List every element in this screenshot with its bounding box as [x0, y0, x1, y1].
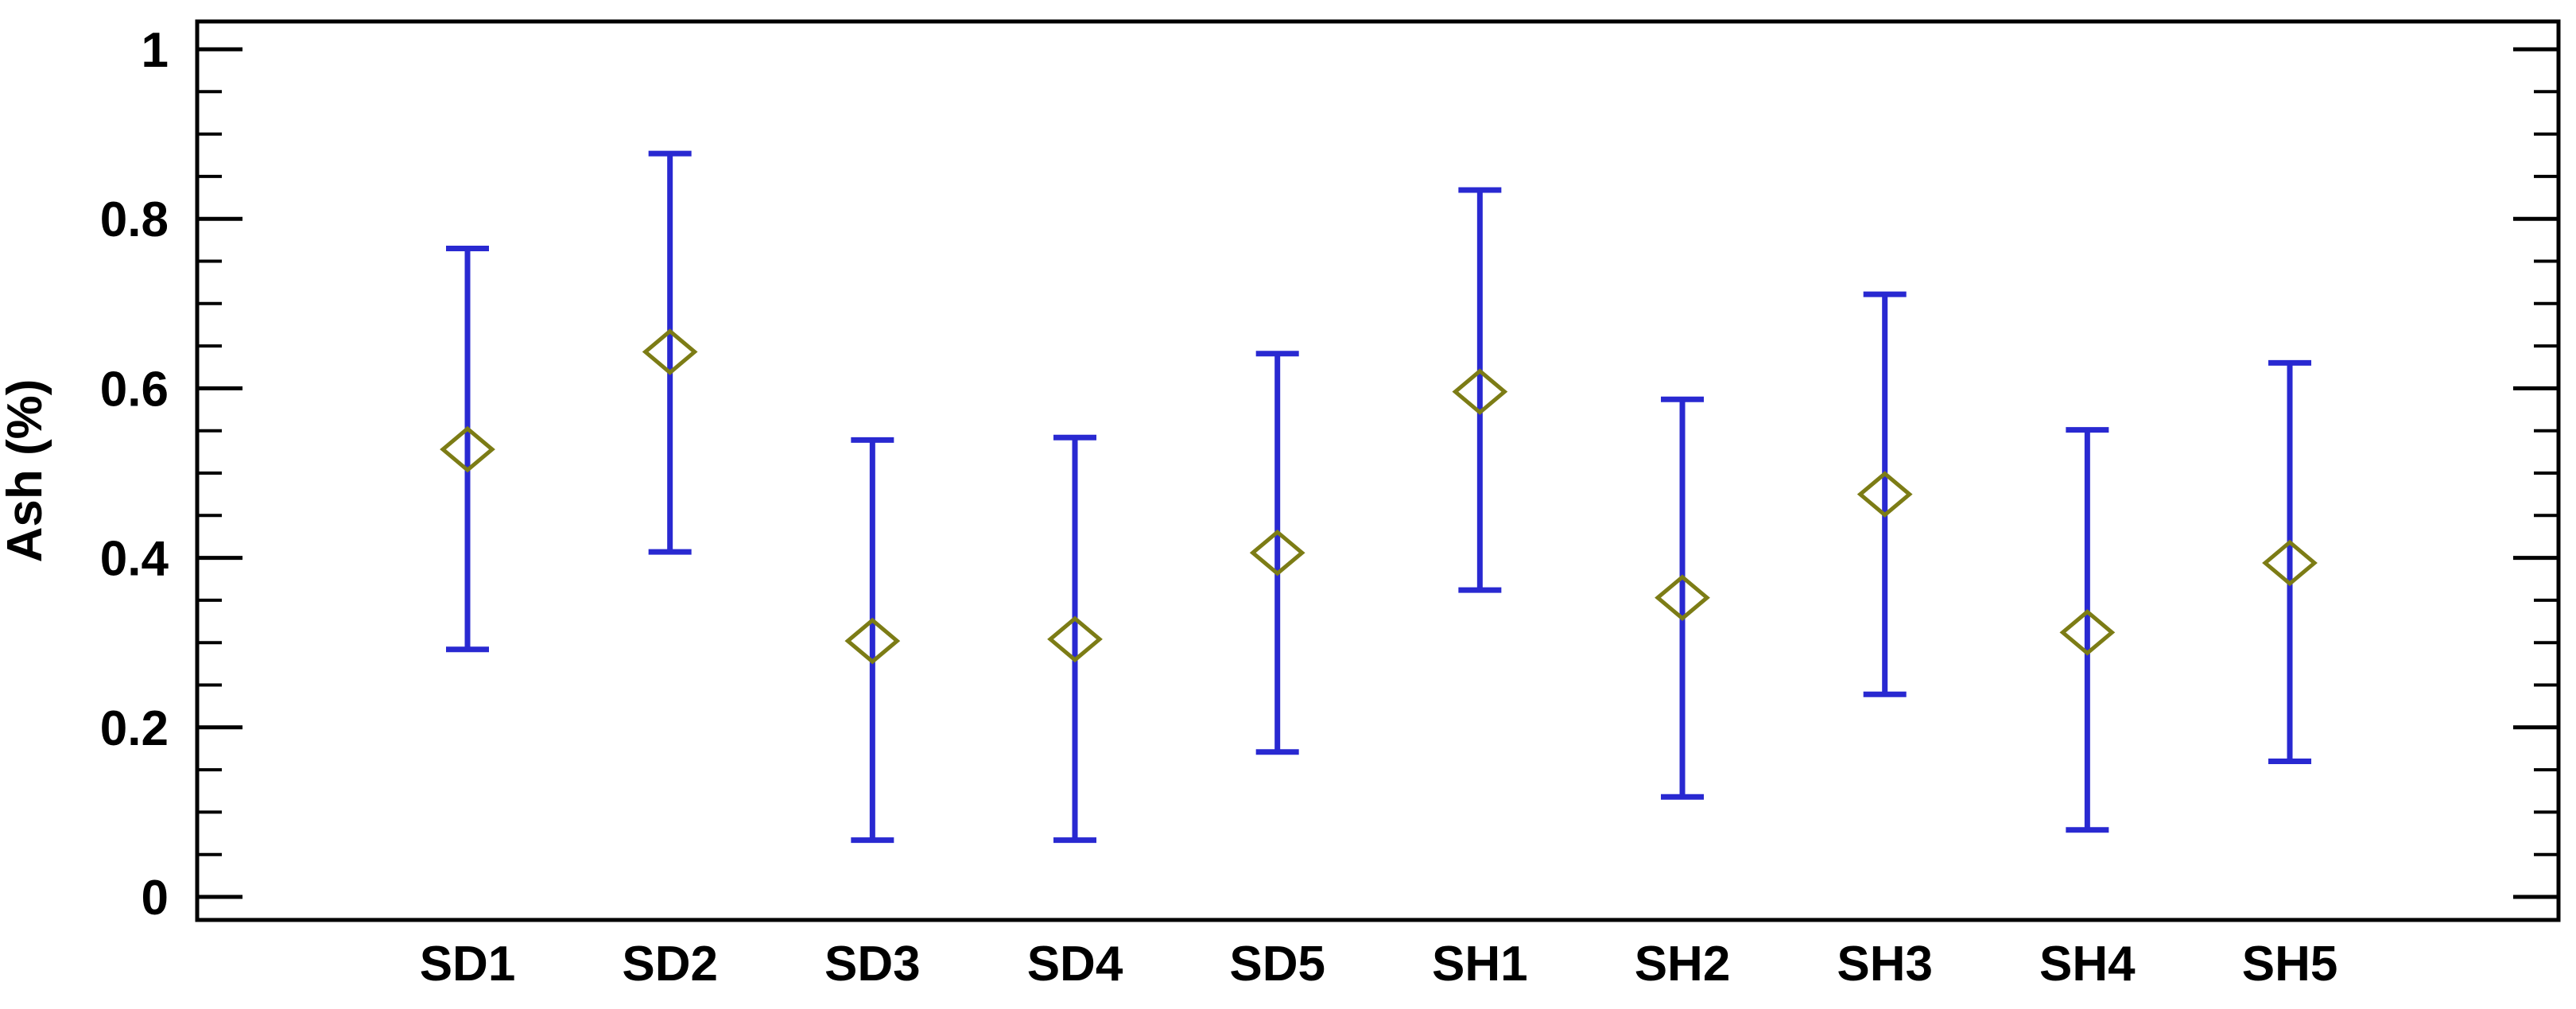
mean-diamond-marker [1452, 368, 1508, 415]
axis-ticks [197, 47, 2559, 899]
error-bar-group [2059, 427, 2116, 833]
x-category-label: SH2 [1635, 937, 1731, 992]
x-category-label: SD4 [1027, 937, 1123, 992]
y-tick-label: 0.4 [100, 532, 169, 587]
y-tick-label: 0.6 [100, 362, 169, 417]
x-category-label: SH1 [1432, 937, 1528, 992]
error-bar-group [1249, 351, 1305, 755]
x-category-label: SH5 [2242, 937, 2338, 992]
mean-diamond-marker [2059, 609, 2116, 656]
y-tick-label: 0 [142, 871, 169, 926]
x-category-label: SD2 [622, 937, 718, 992]
x-category-labels: SD1 SD2 SD3 SD4 SD5 SH1 SH2 SH3 SH4 SH5 [420, 937, 2338, 992]
mean-diamond-marker [1047, 615, 1103, 663]
x-category-label: SD5 [1229, 937, 1325, 992]
y-tick-labels: 0 0.2 0.4 0.6 0.8 1 [100, 23, 169, 926]
y-axis-title: Ash (%) [0, 379, 52, 563]
error-bar-group [1047, 434, 1103, 844]
error-bar-group [2262, 359, 2318, 764]
mean-diamond-marker [2262, 539, 2318, 587]
x-category-label: SH3 [1837, 937, 1933, 992]
plot-frame [195, 19, 2561, 922]
mean-diamond-marker [1249, 529, 1305, 576]
error-bar-series [440, 150, 2318, 844]
y-tick-label: 1 [142, 23, 169, 78]
mean-diamond-marker [642, 328, 698, 375]
error-bar-group [844, 437, 901, 844]
error-bar-group [642, 150, 698, 555]
mean-diamond-marker [844, 617, 901, 665]
x-category-label: SH4 [2039, 937, 2136, 992]
mean-diamond-marker [440, 425, 495, 473]
error-bar-group [1655, 396, 1710, 800]
plot-frame-rect [195, 19, 2561, 922]
y-tick-label: 0.8 [100, 192, 169, 247]
mean-diamond-marker [1655, 574, 1710, 621]
error-bar-group [1452, 187, 1508, 593]
error-bar-group [1856, 291, 1913, 697]
y-tick-label: 0.2 [100, 701, 169, 756]
error-bar-group [440, 246, 495, 653]
x-category-label: SD1 [420, 937, 516, 992]
x-category-label: SD3 [824, 937, 921, 992]
mean-diamond-marker [1856, 471, 1913, 518]
